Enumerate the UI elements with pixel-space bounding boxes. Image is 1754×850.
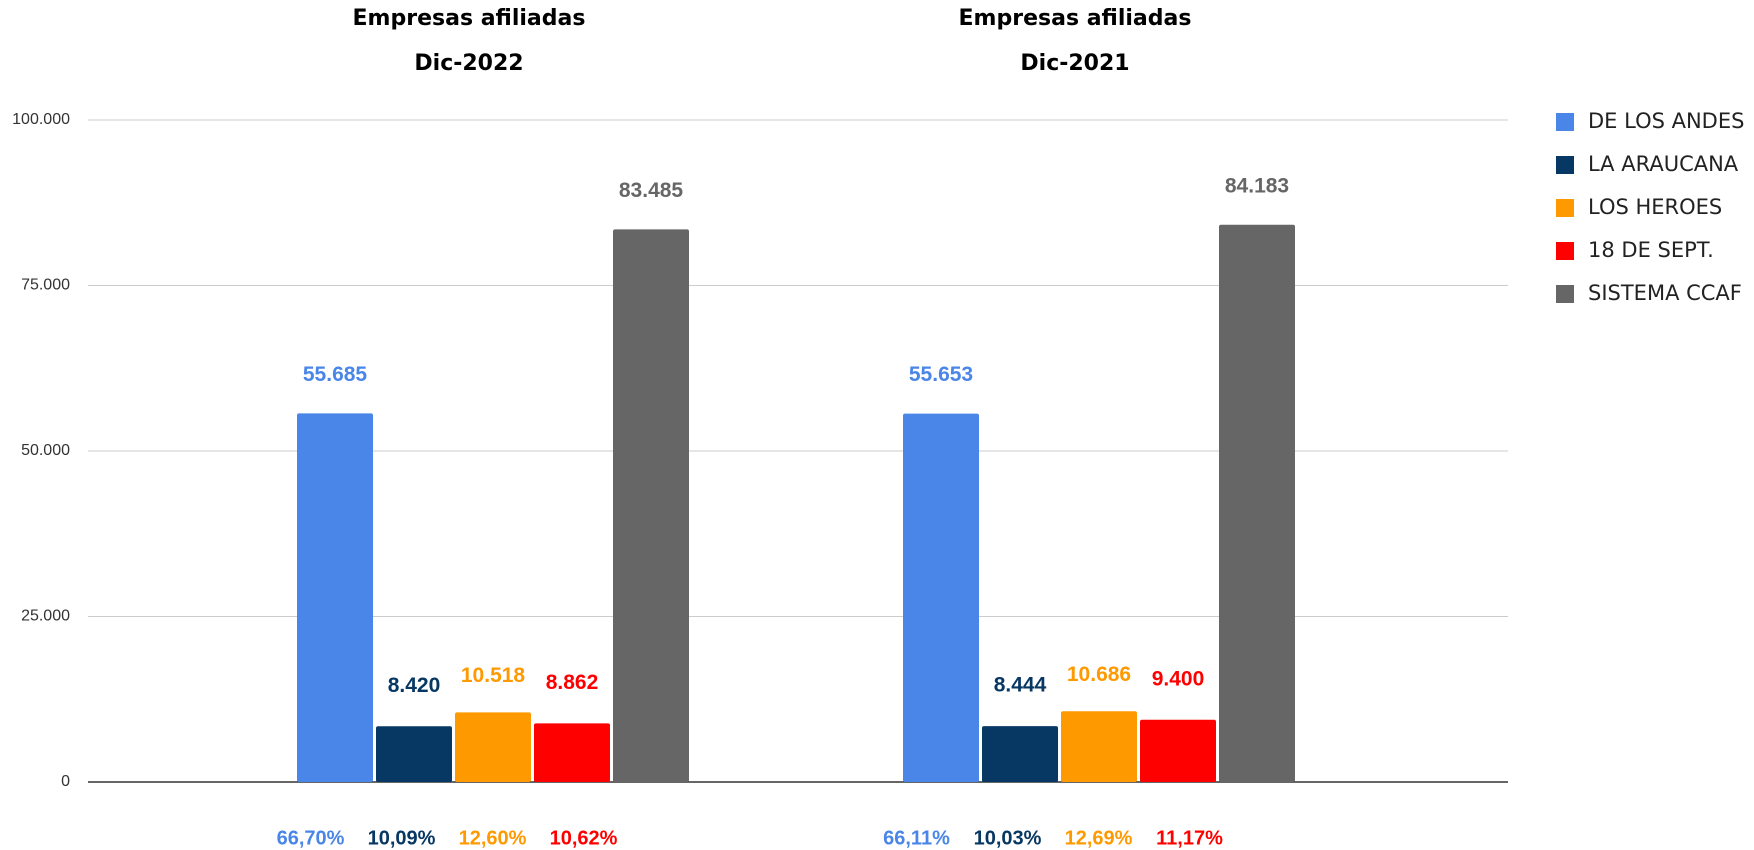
bar [982, 726, 1058, 782]
y-tick-label: 25.000 [21, 608, 70, 625]
legend-swatch [1556, 285, 1574, 303]
share-label: 10,03% [974, 827, 1042, 849]
value-label: 84.183 [1225, 174, 1289, 197]
legend-swatch [1556, 113, 1574, 131]
bar [613, 229, 689, 783]
bar [1061, 711, 1137, 782]
y-tick-label: 100.000 [12, 111, 70, 128]
bar [1140, 719, 1216, 782]
share-label: 66,11% [883, 827, 950, 849]
value-label: 55.685 [303, 363, 368, 386]
bar [455, 712, 531, 782]
legend-label: LA ARAUCANA [1588, 152, 1739, 176]
value-label: 10.518 [461, 664, 526, 687]
y-tick-label: 50.000 [21, 442, 70, 459]
value-label: 8.444 [994, 674, 1047, 697]
y-tick-label: 75.000 [21, 277, 70, 294]
legend-swatch [1556, 156, 1574, 174]
y-tick-label: 0 [61, 773, 70, 790]
share-label: 10,09% [368, 827, 436, 849]
value-label: 8.862 [546, 671, 599, 694]
value-label: 55.653 [909, 363, 973, 386]
value-label: 9.400 [1152, 667, 1205, 690]
legend-swatch [1556, 199, 1574, 217]
category-label: Dic-2022 [414, 51, 523, 76]
share-label: 66,70% [277, 827, 345, 849]
bar [1219, 224, 1295, 782]
legend-label: DE LOS ANDES [1588, 109, 1744, 133]
legend-label: 18 DE SEPT. [1588, 238, 1714, 262]
legend-label: SISTEMA CCAF [1588, 281, 1742, 305]
category-heading: Empresas afiliadas [959, 6, 1192, 31]
bar [297, 413, 373, 782]
bar [903, 413, 979, 782]
legend-swatch [1556, 242, 1574, 260]
bar [376, 726, 452, 782]
share-label: 12,60% [459, 827, 527, 849]
value-label: 83.485 [619, 179, 684, 202]
category-label: Dic-2021 [1020, 51, 1129, 76]
value-label: 10.686 [1067, 663, 1131, 686]
bar [534, 723, 610, 782]
value-label: 8.420 [388, 674, 441, 697]
share-label: 12,69% [1065, 827, 1133, 849]
share-label: 11,17% [1156, 827, 1223, 849]
legend-label: LOS HEROES [1588, 195, 1722, 219]
category-heading: Empresas afiliadas [353, 6, 586, 31]
share-label: 10,62% [550, 827, 618, 849]
